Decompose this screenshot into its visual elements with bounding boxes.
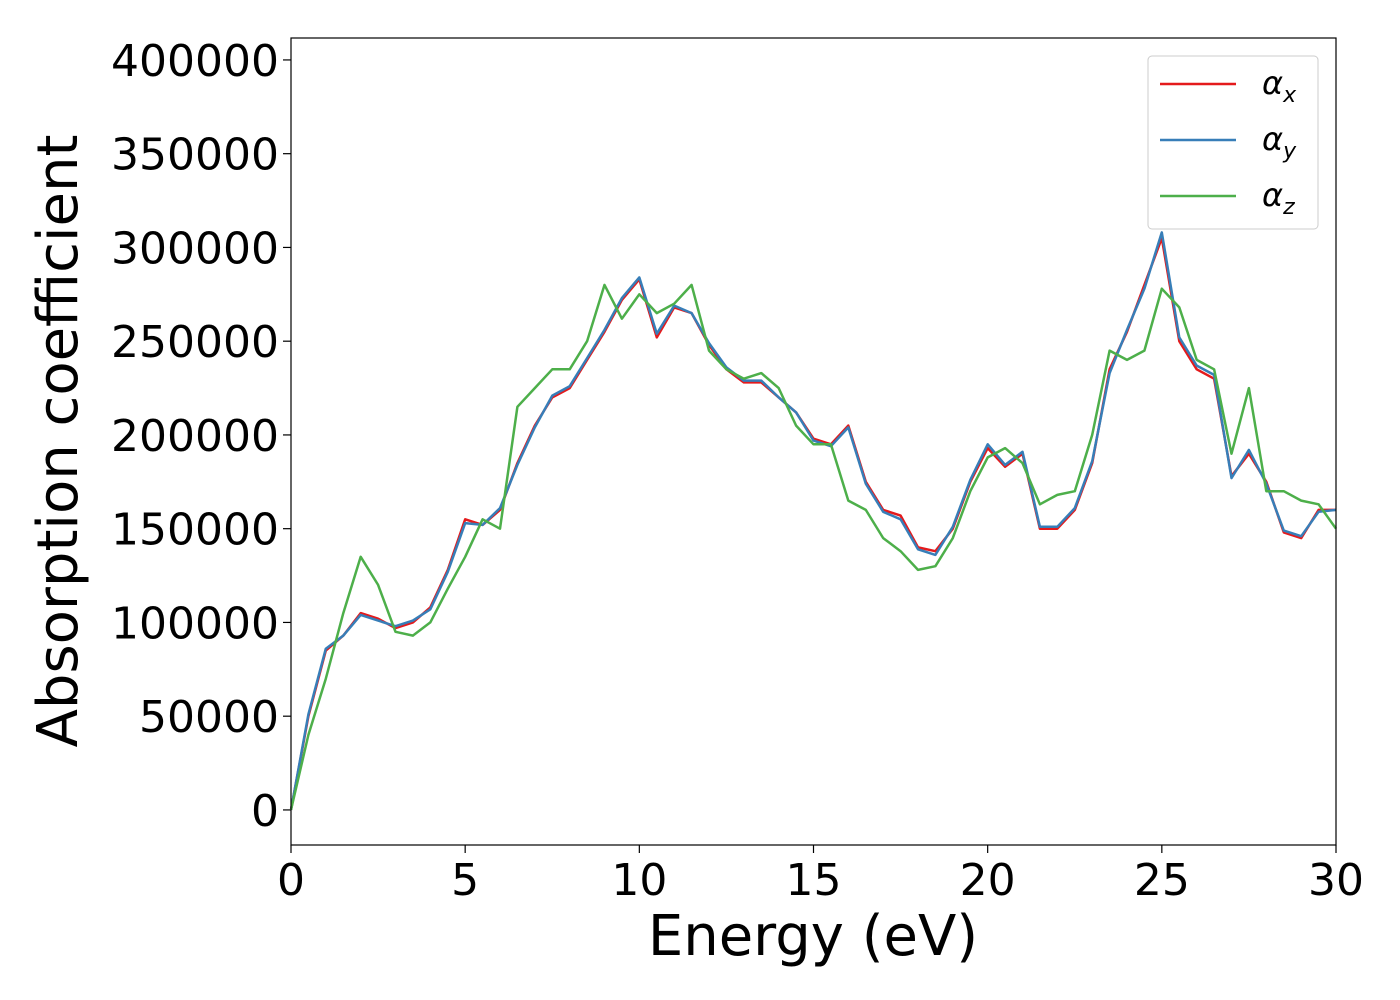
x-tick-label: 25 [1134, 855, 1190, 906]
x-tick-label: 5 [451, 855, 479, 906]
legend-box [1147, 55, 1319, 230]
x-tick-label: 10 [611, 855, 667, 906]
y-axis-label: Absorption coefficient [26, 135, 91, 748]
legend-label: αx [1262, 64, 1297, 108]
y-tick-label: 100000 [111, 598, 279, 649]
y-tick-label: 400000 [111, 36, 279, 87]
x-axis-label: Energy (eV) [648, 904, 978, 969]
series-line [289, 231, 1337, 811]
x-tick-label: 15 [786, 855, 842, 906]
series-line [289, 283, 1338, 811]
y-tick-label: 0 [251, 786, 279, 837]
x-tick-label: 20 [960, 855, 1016, 906]
x-tick-label: 0 [277, 855, 305, 906]
plot-frame [290, 37, 1337, 846]
y-tick-label: 350000 [111, 130, 279, 181]
y-tick-label: 150000 [111, 505, 279, 556]
y-tick-label: 250000 [111, 317, 279, 368]
y-tick-label: 300000 [111, 223, 279, 274]
legend: αx αy αz [1147, 55, 1319, 230]
legend-label: αy [1262, 120, 1297, 164]
y-tick-label: 200000 [111, 411, 279, 462]
x-tick-label: 30 [1308, 855, 1364, 906]
y-tick-label: 50000 [139, 692, 279, 743]
legend-label: αz [1262, 176, 1295, 220]
